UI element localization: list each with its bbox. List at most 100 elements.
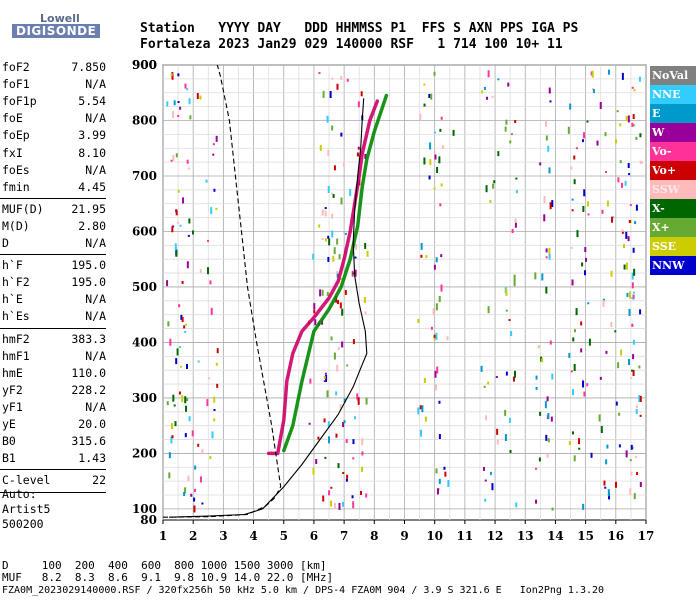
y-tick-label: 700 [132, 169, 157, 183]
echo-speck [351, 495, 354, 499]
echo-speck [630, 471, 633, 476]
echo-speck [187, 475, 190, 482]
o-trace [266, 99, 380, 456]
echo-speck [321, 238, 324, 241]
echo-speck [346, 78, 349, 82]
echo-speck [439, 128, 442, 132]
param-name: h`E [2, 292, 23, 307]
param-name: foF1 [2, 77, 30, 92]
echo-speck [632, 124, 635, 127]
echo-speck [545, 256, 548, 259]
param-value: N/A [85, 309, 106, 324]
echo-speck [614, 330, 617, 333]
echo-speck [590, 71, 593, 76]
echo-speck [168, 452, 171, 459]
echo-speck [485, 185, 488, 193]
echo-speck [513, 274, 516, 280]
echo-speck [549, 100, 552, 103]
echo-speck [333, 165, 336, 171]
echo-speck [605, 459, 608, 465]
echo-speck [429, 159, 432, 166]
echo-speck [433, 71, 436, 76]
echo-speck [436, 488, 439, 495]
echo-speck [541, 273, 544, 281]
param-value: N/A [85, 162, 106, 177]
param-value: 195.0 [71, 258, 106, 273]
param-row: hmF1 N/A [2, 348, 106, 365]
echo-speck [366, 250, 369, 257]
y-tick-label: 900 [132, 58, 157, 72]
echo-speck [419, 429, 422, 437]
echo-speck [199, 95, 202, 100]
echo-speck [170, 423, 173, 430]
echo-speck [496, 439, 499, 445]
echo-speck [338, 254, 341, 260]
echo-speck [357, 146, 360, 150]
echo-speck [336, 238, 339, 245]
param-value: 3.99 [78, 128, 106, 143]
echo-speck [440, 284, 443, 292]
echo-speck [568, 352, 571, 358]
echo-speck [573, 455, 576, 462]
echo-speck [571, 209, 574, 212]
echo-speck [447, 479, 450, 487]
echo-speck [208, 377, 211, 380]
echo-speck [515, 502, 518, 508]
echo-speck [338, 502, 341, 510]
echo-speck [638, 394, 641, 402]
echo-speck [581, 139, 584, 143]
echo-speck [199, 476, 202, 483]
echo-speck [438, 156, 441, 164]
echo-speck [628, 308, 631, 316]
echo-speck [602, 299, 605, 307]
x-tick-label: 14 [547, 529, 564, 543]
echo-speck [511, 229, 514, 234]
echo-speck [632, 247, 635, 253]
echo-speck [363, 297, 366, 304]
echo-speck [321, 209, 324, 216]
echo-speck [625, 116, 628, 122]
param-value: N/A [85, 348, 106, 363]
echo-speck [504, 409, 507, 416]
echo-speck [434, 154, 437, 160]
echo-speck [193, 505, 196, 513]
param-name: h`F [2, 258, 23, 273]
echo-speck [211, 431, 214, 439]
echo-speck [327, 185, 330, 193]
echo-speck [575, 147, 578, 150]
echo-speck [323, 418, 326, 423]
echo-speck [633, 89, 636, 92]
y-tick-label: 200 [132, 446, 157, 460]
param-value: N/A [85, 236, 106, 250]
echo-speck [571, 389, 574, 396]
echo-speck [360, 466, 363, 472]
param-name: B1 [2, 451, 16, 466]
x-tick-label: 4 [249, 529, 257, 543]
echo-speck [342, 422, 345, 428]
echo-speck [576, 230, 579, 238]
echo-speck [345, 439, 348, 444]
param-row: h`E N/A [2, 291, 106, 308]
echo-speck [634, 456, 637, 459]
echo-speck [548, 247, 551, 255]
logo-lowell: Lowell [40, 12, 80, 25]
param-row: D N/A [2, 235, 106, 252]
echo-speck [618, 444, 621, 448]
echo-speck [172, 154, 175, 161]
echo-speck [330, 336, 333, 341]
echo-speck [187, 167, 190, 170]
echo-speck [604, 171, 607, 174]
echo-speck [425, 254, 428, 258]
echo-speck [318, 224, 321, 228]
echo-speck [569, 103, 572, 110]
echo-speck [340, 132, 343, 137]
echo-speck [483, 86, 486, 90]
echo-speck [514, 120, 517, 124]
echo-speck [428, 175, 431, 180]
echo-speck [487, 306, 490, 314]
param-row: hmE 110.0 [2, 365, 106, 382]
echo-speck [182, 197, 185, 204]
echo-speck [321, 289, 324, 296]
param-separator [0, 197, 106, 199]
